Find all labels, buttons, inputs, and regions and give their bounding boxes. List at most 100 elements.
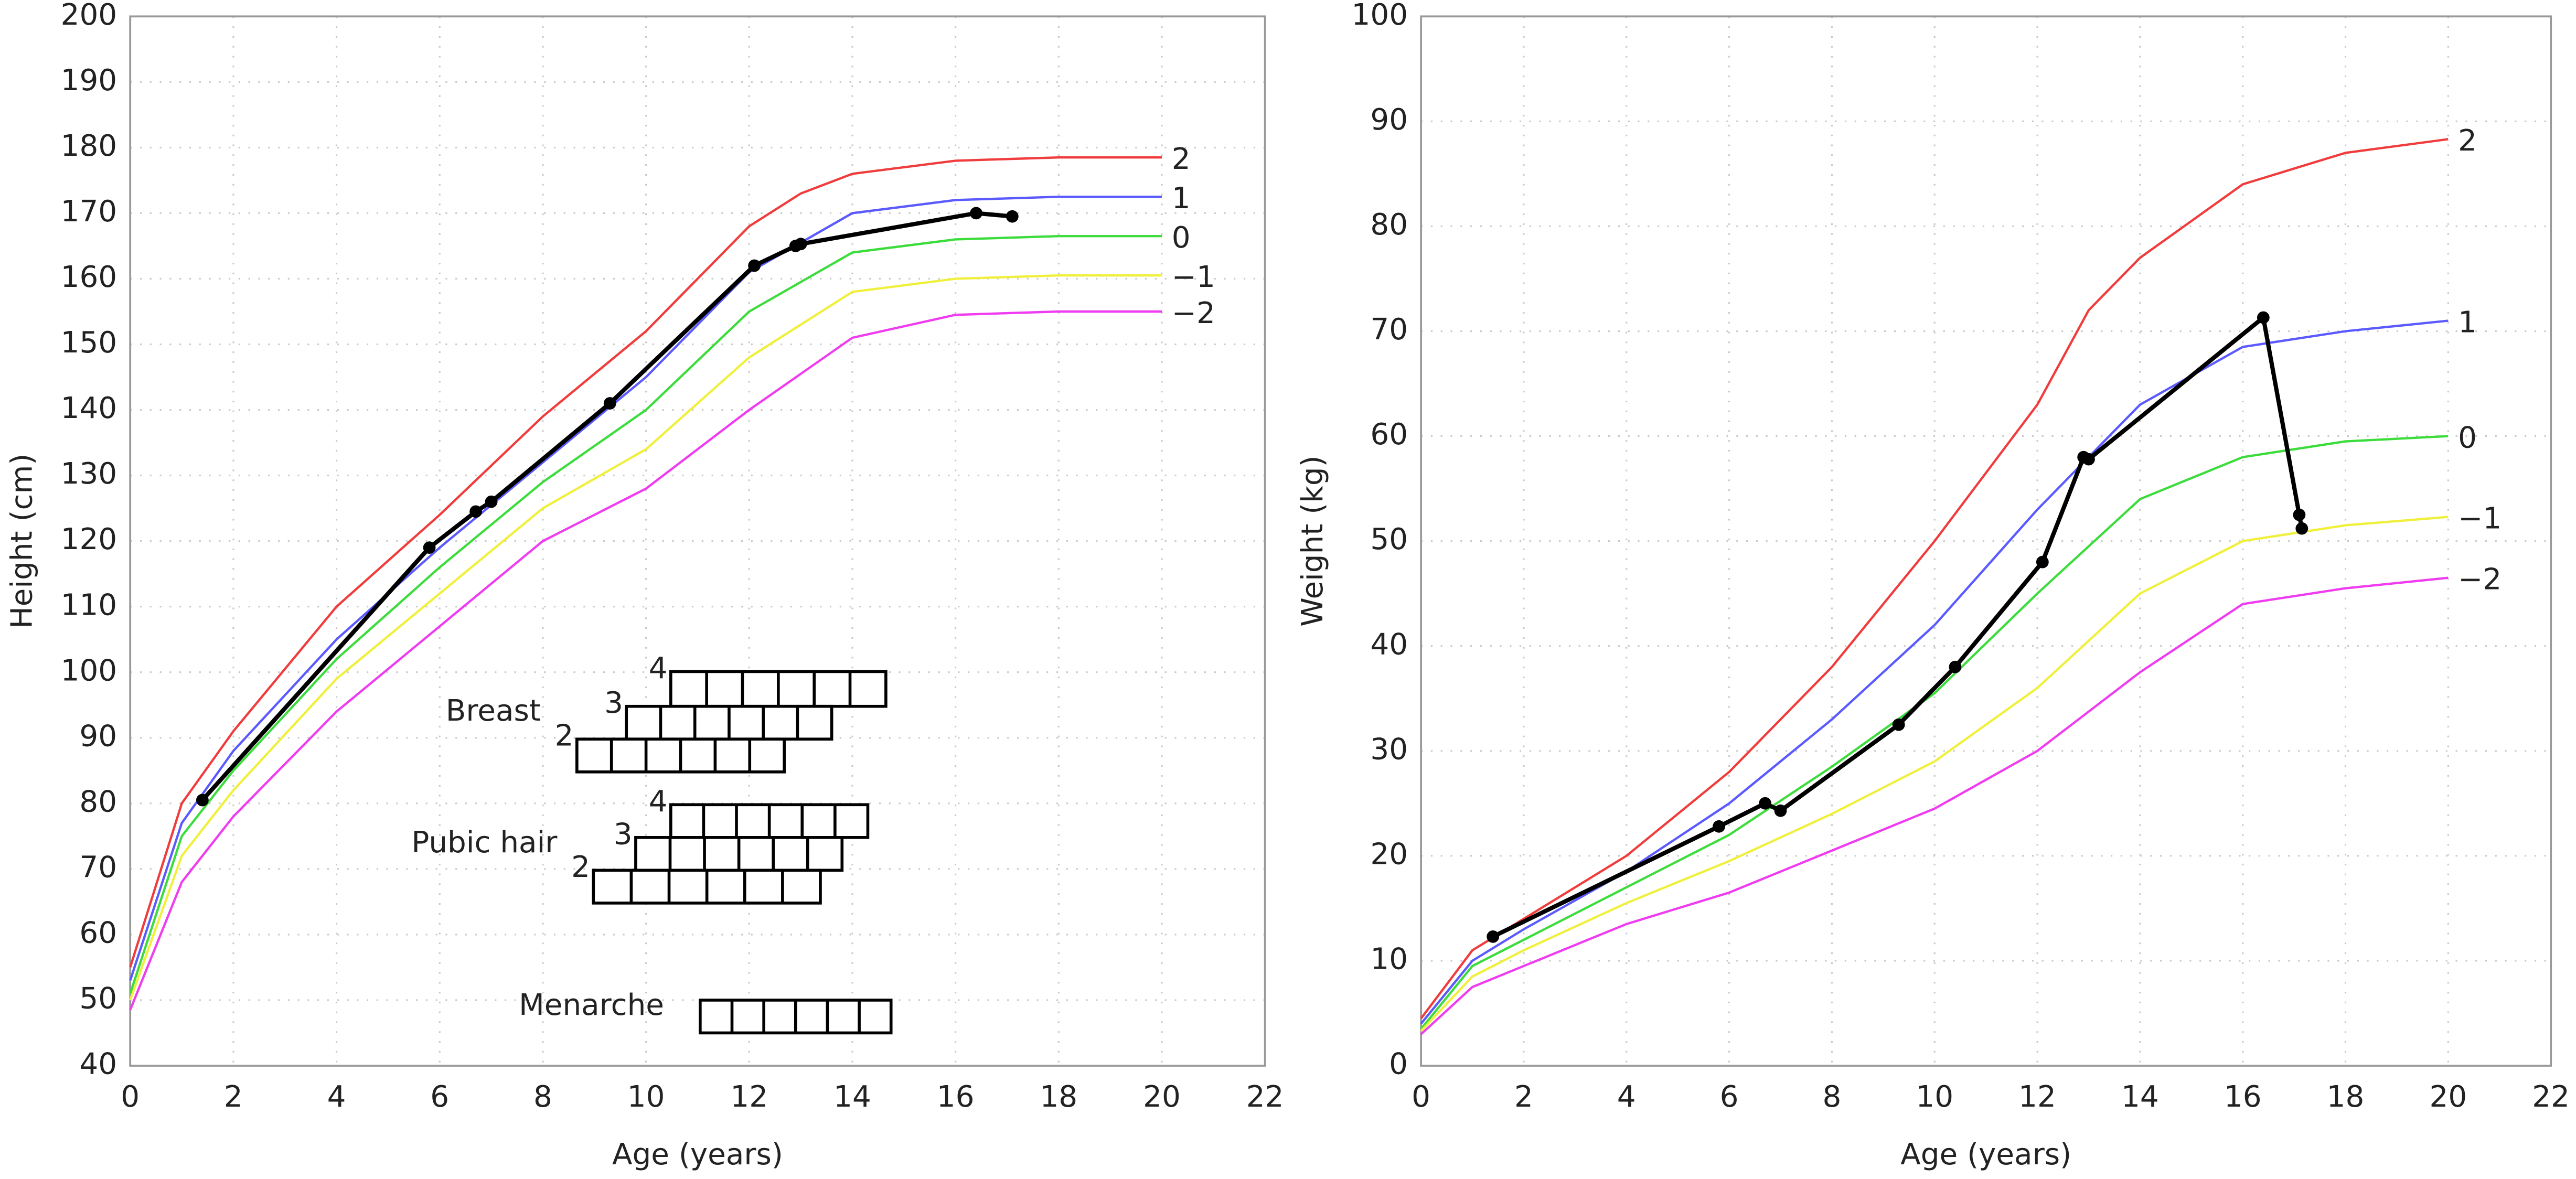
- series-label: 1: [1172, 181, 1191, 216]
- y-axis-label: Height (cm): [5, 454, 39, 629]
- x-tick-label: 12: [730, 1080, 768, 1114]
- x-tick-label: 8: [533, 1080, 552, 1114]
- y-tick-label: 90: [79, 719, 117, 753]
- series-line: [1420, 516, 2449, 1032]
- x-tick-label: 20: [2430, 1080, 2467, 1114]
- data-point: [2295, 522, 2308, 535]
- y-tick-label: 40: [79, 1047, 117, 1081]
- data-point: [423, 541, 436, 554]
- series-line: [129, 156, 1162, 968]
- x-tick-label: 2: [1514, 1080, 1533, 1114]
- x-tick-label: 14: [2121, 1080, 2159, 1114]
- y-tick-label: 100: [1352, 0, 1408, 32]
- series-line: [129, 274, 1162, 1001]
- series-label: 2: [2458, 124, 2477, 158]
- data-point: [1759, 797, 1772, 810]
- x-tick-label: 10: [627, 1080, 665, 1114]
- series-label: 0: [1172, 221, 1191, 255]
- x-tick-label: 6: [430, 1080, 449, 1114]
- x-tick-label: 0: [121, 1080, 140, 1114]
- data-point: [196, 794, 209, 807]
- x-tick-label: 18: [2327, 1080, 2365, 1114]
- x-axis-label: Age (years): [1900, 1138, 2071, 1172]
- stage-label: 4: [649, 785, 668, 819]
- y-tick-label: 100: [61, 653, 117, 688]
- series-line: [1420, 576, 2449, 1035]
- y-tick-label: 90: [1370, 103, 1408, 137]
- x-tick-label: 14: [833, 1080, 871, 1114]
- y-tick-label: 160: [61, 260, 117, 294]
- y-tick-label: 190: [61, 63, 117, 98]
- x-tick-label: 10: [1916, 1080, 1953, 1114]
- x-tick-label: 22: [1246, 1080, 1284, 1114]
- x-tick-label: 16: [937, 1080, 975, 1114]
- data-point: [485, 495, 498, 508]
- y-tick-label: 170: [61, 195, 117, 229]
- data-point: [1774, 804, 1787, 817]
- y-tick-label: 60: [1370, 417, 1408, 452]
- y-tick-label: 30: [1370, 732, 1408, 766]
- data-point: [1713, 820, 1725, 833]
- data-point: [1487, 930, 1500, 943]
- data-point: [1892, 718, 1905, 731]
- stage-group-label: Breast: [446, 694, 541, 728]
- series-line: [1492, 313, 2304, 939]
- stage-label: 3: [604, 686, 623, 720]
- x-tick-label: 20: [1143, 1080, 1181, 1114]
- data-point: [1949, 660, 1962, 673]
- x-axis-label: Age (years): [612, 1138, 783, 1172]
- series-label: 0: [2458, 421, 2477, 455]
- y-tick-label: 70: [1370, 313, 1408, 347]
- data-point: [469, 505, 482, 518]
- x-tick-label: 12: [2018, 1080, 2056, 1114]
- stage-group-label: Menarche: [519, 988, 664, 1022]
- stage-label: 2: [571, 850, 590, 884]
- y-tick-label: 120: [61, 522, 117, 556]
- y-tick-label: 50: [79, 982, 117, 1016]
- series-line: [129, 195, 1162, 981]
- y-tick-label: 80: [79, 785, 117, 819]
- series-line: [1420, 319, 2449, 1025]
- y-tick-label: 200: [61, 0, 117, 32]
- x-tick-label: 4: [1617, 1080, 1636, 1114]
- stage-label: 4: [649, 651, 668, 685]
- stage-group-label: Pubic hair: [411, 826, 558, 860]
- y-tick-label: 180: [61, 129, 117, 163]
- series-label: −2: [2458, 563, 2502, 597]
- data-point: [1006, 210, 1019, 223]
- y-tick-label: 10: [1370, 942, 1408, 977]
- data-point: [2257, 311, 2270, 324]
- y-tick-label: 130: [61, 457, 117, 491]
- data-point: [748, 259, 761, 272]
- series-label: −2: [1172, 296, 1215, 330]
- data-point: [2036, 555, 2049, 569]
- y-tick-label: 40: [1370, 627, 1408, 661]
- series-line: [129, 235, 1162, 994]
- data-point: [2293, 508, 2306, 521]
- y-tick-label: 20: [1370, 837, 1408, 871]
- stage-label: 2: [555, 719, 574, 753]
- y-tick-label: 150: [61, 326, 117, 360]
- y-tick-label: 80: [1370, 208, 1408, 242]
- y-axis-label: Weight (kg): [1296, 455, 1330, 627]
- data-point: [603, 397, 616, 410]
- data-point: [794, 238, 807, 251]
- series-line: [129, 310, 1162, 1011]
- plot-frame: [1420, 15, 2552, 1067]
- y-tick-label: 0: [1389, 1047, 1408, 1081]
- y-tick-label: 60: [79, 916, 117, 950]
- series-label: 1: [2458, 305, 2477, 339]
- x-tick-label: 18: [1040, 1080, 1077, 1114]
- x-tick-label: 22: [2532, 1080, 2570, 1114]
- series-line: [1420, 435, 2449, 1030]
- series-line: [1420, 138, 2449, 1020]
- y-tick-label: 110: [61, 588, 117, 622]
- x-tick-label: 6: [1720, 1080, 1739, 1114]
- x-tick-label: 2: [224, 1080, 243, 1114]
- series-label: −1: [2458, 501, 2502, 535]
- plot-frame: [129, 15, 1266, 1067]
- series-line: [200, 211, 1013, 802]
- y-tick-label: 140: [61, 391, 117, 425]
